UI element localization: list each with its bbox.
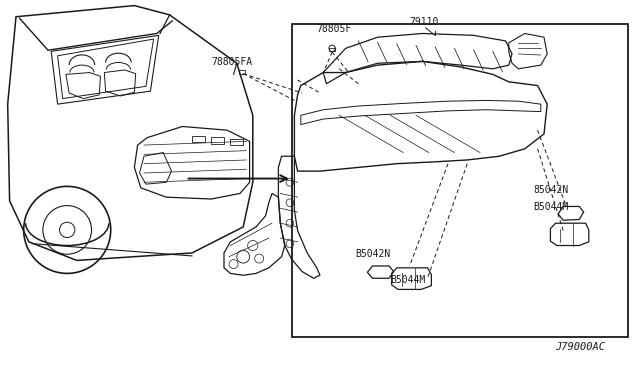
Text: B5042N: B5042N bbox=[355, 248, 390, 259]
Text: B5044M: B5044M bbox=[533, 202, 568, 212]
Bar bbox=[192, 136, 205, 142]
Bar bbox=[211, 137, 224, 144]
Bar bbox=[230, 139, 243, 145]
Text: 79110: 79110 bbox=[410, 17, 439, 27]
Text: 78805FA: 78805FA bbox=[211, 57, 252, 67]
Text: J79000AC: J79000AC bbox=[555, 341, 605, 352]
Text: 85042N: 85042N bbox=[533, 185, 568, 195]
Text: 78805F: 78805F bbox=[316, 24, 351, 34]
Text: B5044M: B5044M bbox=[390, 275, 426, 285]
Bar bbox=[292, 24, 628, 337]
